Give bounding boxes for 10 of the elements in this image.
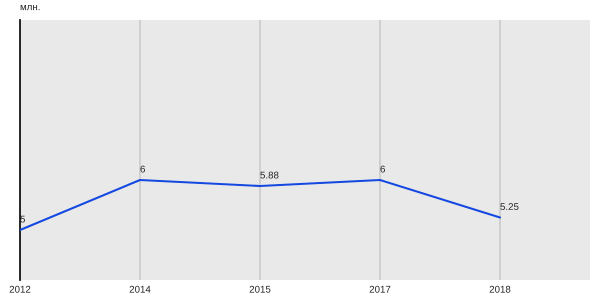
x-tick-label: 2014 xyxy=(130,286,151,293)
data-label: 6 xyxy=(140,166,145,173)
y-axis-title: млн. xyxy=(20,5,40,10)
data-label: 5.25 xyxy=(500,203,519,210)
data-label: 5.88 xyxy=(260,172,278,179)
x-tick-label: 2018 xyxy=(490,286,510,293)
x-tick-label: 2017 xyxy=(370,286,390,293)
x-tick-label: 2012 xyxy=(10,286,30,293)
data-label: 6 xyxy=(380,166,385,173)
x-tick-label: 2015 xyxy=(250,286,270,293)
